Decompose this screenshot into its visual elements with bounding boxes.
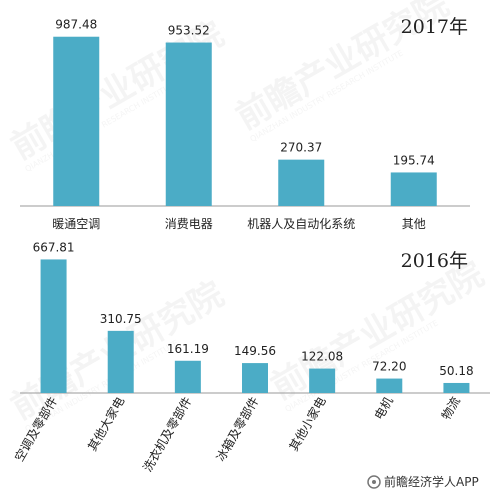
data-label: 149.56 <box>234 344 276 358</box>
data-label: 50.18 <box>439 364 473 378</box>
data-label: 122.08 <box>301 350 343 364</box>
bar-5 <box>309 368 336 393</box>
data-label: 270.37 <box>280 141 322 155</box>
bar-1 <box>53 36 100 206</box>
bar-7 <box>443 382 470 393</box>
footer-text: 前瞻经济学人APP <box>384 474 479 489</box>
logo-dot <box>372 480 376 484</box>
tick-label: 物流 <box>439 395 463 423</box>
bar-3 <box>174 360 201 393</box>
bar-1 <box>40 259 67 393</box>
tick-label: 消费电器 <box>165 217 213 231</box>
data-label: 195.74 <box>393 153 435 167</box>
tick-label: 电机 <box>372 395 396 423</box>
data-label: 161.19 <box>167 342 209 356</box>
data-label: 72.20 <box>372 360 406 374</box>
bar-marks: 987.48 暖通空调 953.52 消费电器 270.37 机器人及自动化系统 195.7… <box>52 18 437 231</box>
bar-4 <box>242 363 268 393</box>
bar-3 <box>278 159 325 206</box>
logo-icon <box>367 475 381 489</box>
chart-2017: 2017年 987.48 暖通空调 953.52 消费电器 270.37 机器人及自动化系… <box>20 16 470 231</box>
bar-2 <box>107 330 134 393</box>
tick-label: 暖通空调 <box>52 217 100 231</box>
bar-6 <box>376 378 403 393</box>
tick-label: 其他大家电 <box>84 394 127 453</box>
data-label: 310.75 <box>100 312 142 326</box>
chart-title: 2016年 <box>401 250 468 272</box>
bar-2 <box>165 42 212 206</box>
data-label: 667.81 <box>33 240 75 254</box>
footer: 前瞻经济学人APP <box>367 474 479 489</box>
tick-label: 冰箱及零部件 <box>213 394 262 464</box>
tick-label: 机器人及自动化系统 <box>247 217 355 231</box>
data-label: 953.52 <box>168 24 210 38</box>
bar-4 <box>390 172 437 206</box>
tick-label: 洗衣机及零部件 <box>139 394 194 474</box>
tick-label: 其他 <box>402 217 426 231</box>
data-label: 987.48 <box>55 18 97 32</box>
chart-title: 2017年 <box>401 16 468 38</box>
